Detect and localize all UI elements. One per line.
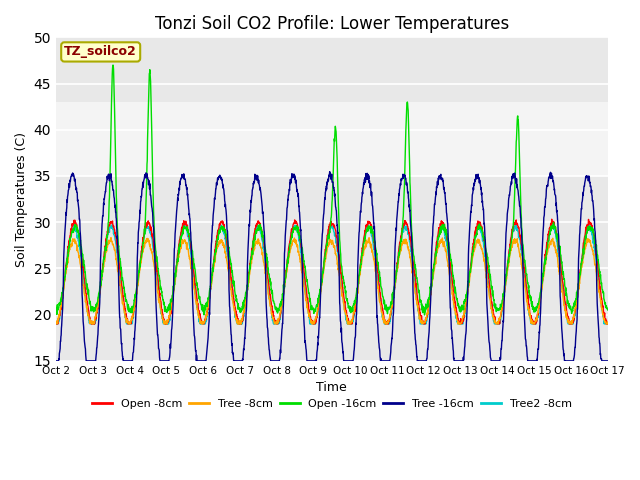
Tree -16cm <box>348 358 356 364</box>
Open -8cm <box>52 321 60 327</box>
Tree2 -8cm <box>571 315 579 321</box>
Tree2 -8cm <box>206 292 214 298</box>
Tree -16cm <box>326 169 333 175</box>
Line: Tree2 -8cm: Tree2 -8cm <box>56 224 608 324</box>
Tree -8cm <box>360 247 368 252</box>
Open -8cm <box>52 319 60 324</box>
Open -8cm <box>348 320 356 325</box>
Tree -8cm <box>604 319 612 325</box>
Open -16cm <box>360 240 368 246</box>
Tree -16cm <box>360 181 368 187</box>
Line: Tree -16cm: Tree -16cm <box>56 172 608 361</box>
Open -8cm <box>571 310 579 316</box>
Tree2 -8cm <box>556 253 563 259</box>
Open -16cm <box>206 288 214 294</box>
Tree -16cm <box>571 352 579 358</box>
Tree -8cm <box>493 320 500 326</box>
Open -8cm <box>556 249 563 254</box>
Legend: Open -8cm, Tree -8cm, Open -16cm, Tree -16cm, Tree2 -8cm: Open -8cm, Tree -8cm, Open -16cm, Tree -… <box>88 395 576 413</box>
Line: Open -16cm: Open -16cm <box>56 65 608 315</box>
Open -8cm <box>360 235 368 240</box>
Tree -8cm <box>52 321 60 327</box>
Tree -8cm <box>207 287 214 292</box>
Tree2 -8cm <box>52 321 60 327</box>
Tree -8cm <box>52 319 60 325</box>
Line: Tree -8cm: Tree -8cm <box>56 238 608 324</box>
Text: TZ_soilco2: TZ_soilco2 <box>64 46 137 59</box>
Open -16cm <box>52 308 60 313</box>
Open -8cm <box>548 216 556 222</box>
Open -16cm <box>556 245 563 251</box>
Tree -16cm <box>556 246 563 252</box>
Title: Tonzi Soil CO2 Profile: Lower Temperatures: Tonzi Soil CO2 Profile: Lower Temperatur… <box>155 15 509 33</box>
Tree -8cm <box>556 272 563 277</box>
Tree -16cm <box>206 300 214 306</box>
Tree -16cm <box>492 358 500 364</box>
Open -16cm <box>493 306 500 312</box>
Open -8cm <box>604 321 612 327</box>
Open -16cm <box>604 307 612 313</box>
Open -16cm <box>571 301 579 307</box>
Tree -8cm <box>107 235 115 240</box>
Open -8cm <box>206 291 214 297</box>
Line: Open -8cm: Open -8cm <box>56 219 608 324</box>
Open -16cm <box>109 62 117 68</box>
Open -16cm <box>420 312 428 318</box>
Tree2 -8cm <box>548 221 556 227</box>
Tree -16cm <box>604 358 612 364</box>
Tree2 -8cm <box>360 239 367 244</box>
Tree -8cm <box>571 310 579 315</box>
Bar <box>56 102 608 176</box>
Tree2 -8cm <box>348 321 355 327</box>
Tree -8cm <box>348 319 356 324</box>
Tree2 -8cm <box>492 321 500 327</box>
X-axis label: Time: Time <box>317 381 348 394</box>
Tree2 -8cm <box>604 321 612 327</box>
Open -8cm <box>492 321 500 326</box>
Y-axis label: Soil Temperatures (C): Soil Temperatures (C) <box>15 132 28 266</box>
Tree -16cm <box>52 358 60 364</box>
Open -16cm <box>348 305 356 311</box>
